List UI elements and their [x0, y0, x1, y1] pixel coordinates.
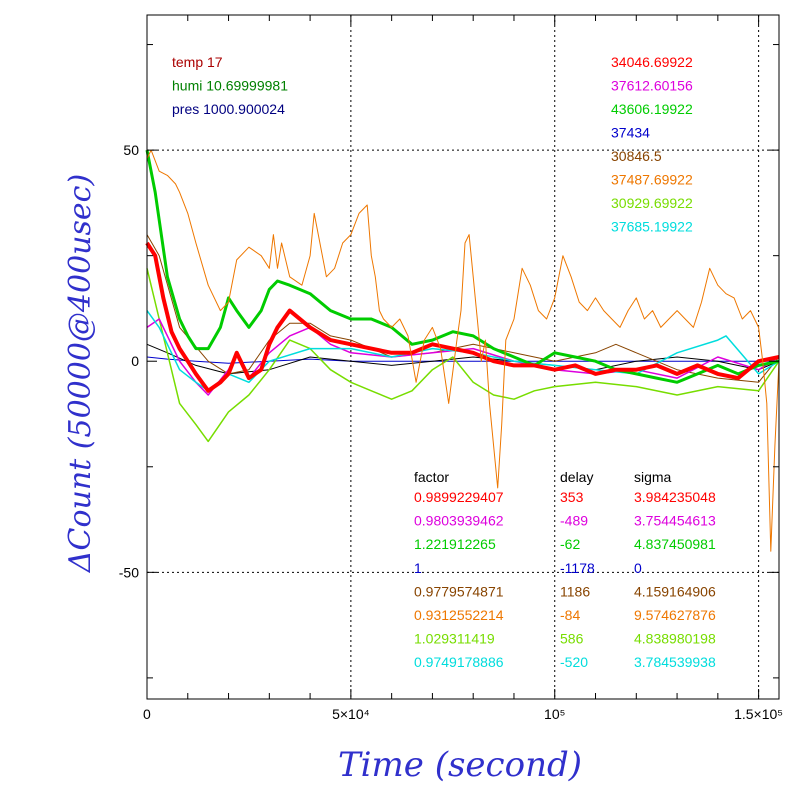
y-tick-label: 0	[131, 353, 139, 369]
plot-frame	[146, 14, 780, 700]
y-tick-label: -50	[119, 564, 139, 580]
axis-ticks	[147, 15, 779, 699]
table-cell: 0	[634, 560, 642, 576]
table-cell: 1.029311419	[414, 631, 495, 647]
table-cell: 3.784539938	[634, 654, 716, 670]
env-label: humi 10.69999981	[172, 78, 288, 94]
table-cell: 0.9899229407	[414, 489, 504, 505]
mean-value: 37612.60156	[611, 78, 693, 94]
x-tick-label: 1.5×10⁵	[734, 706, 783, 722]
table-cell: 0.9803939462	[414, 513, 504, 529]
series-line	[145, 241, 780, 393]
table-cell: 1.221912265	[414, 536, 496, 552]
mean-value: 30846.5	[611, 148, 662, 164]
mean-value: 37487.69922	[611, 172, 693, 188]
table-cell: 4.838980198	[634, 631, 716, 647]
series-line	[146, 268, 780, 443]
mean-value: 43606.19922	[611, 101, 693, 117]
table-cell: 4.159164906	[634, 583, 716, 599]
env-label: pres 1000.900024	[172, 101, 285, 117]
table-header: delay	[560, 469, 593, 485]
table-cell: -62	[560, 536, 580, 552]
table-cell: 4.837450981	[634, 536, 716, 552]
table-cell: 0.9312552214	[414, 607, 504, 623]
env-label: temp 17	[172, 54, 223, 70]
table-cell: 1	[414, 560, 422, 576]
table-cell: 3.984235048	[634, 489, 716, 505]
table-cell: 0.9749178886	[414, 654, 504, 670]
data-series	[145, 149, 780, 552]
table-cell: -1178	[560, 560, 595, 576]
table-cell: -489	[560, 513, 588, 529]
table-cell: 0.9779574871	[414, 583, 504, 599]
table-cell: 586	[560, 631, 584, 647]
axis-tick-labels: 0 5×10⁴ 10⁵ 1.5×10⁵ 50 0 -50	[119, 142, 783, 722]
table-cell: 353	[560, 489, 584, 505]
mean-value: 30929.69922	[611, 195, 693, 211]
x-axis-label: Time (second)	[338, 745, 582, 785]
table-header: sigma	[634, 469, 672, 485]
y-axis-label: ΔCount (50000@400usec)	[63, 174, 98, 573]
table-cell: 3.754454613	[634, 513, 716, 529]
table-cell: 9.574627876	[634, 607, 716, 623]
x-tick-label: 5×10⁴	[332, 706, 370, 722]
series-line	[146, 356, 779, 364]
x-tick-label: 10⁵	[544, 706, 565, 722]
mean-value: 37434	[611, 125, 650, 141]
x-tick-label: 0	[143, 706, 151, 722]
mean-value: 34046.69922	[611, 54, 693, 70]
table-header: factor	[414, 469, 449, 485]
table-cell: 1186	[560, 583, 590, 599]
table-cell: -520	[560, 654, 588, 670]
series-line	[146, 149, 780, 552]
table-cell: -84	[560, 607, 580, 623]
y-tick-label: 50	[123, 142, 139, 158]
mean-value: 37685.19922	[611, 219, 693, 235]
grid-lines	[147, 15, 779, 699]
annotations: temp 17 humi 10.69999981 pres 1000.900024 3…	[172, 54, 716, 670]
series-line	[146, 343, 780, 375]
